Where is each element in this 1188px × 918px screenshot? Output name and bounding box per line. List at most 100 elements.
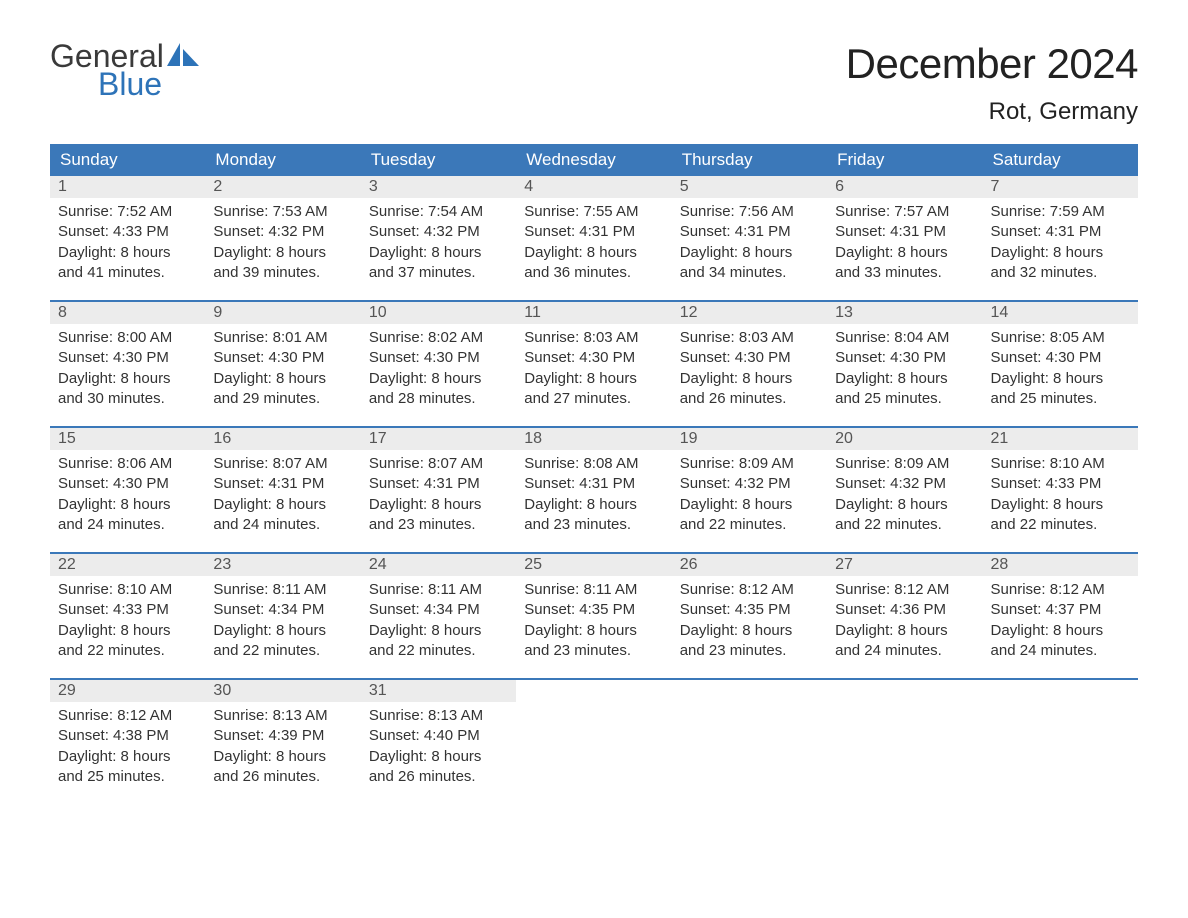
- day-detail-row: Sunrise: 8:00 AMSunset: 4:30 PMDaylight:…: [50, 324, 1138, 409]
- day-detail-cell: Sunrise: 8:11 AMSunset: 4:34 PMDaylight:…: [205, 576, 360, 661]
- day-number-cell: 9: [205, 301, 360, 324]
- weekday-header: Wednesday: [516, 144, 671, 176]
- weekday-header: Tuesday: [361, 144, 516, 176]
- day-number-cell: 11: [516, 301, 671, 324]
- day-detail-row: Sunrise: 7:52 AMSunset: 4:33 PMDaylight:…: [50, 198, 1138, 283]
- sunrise-text: Sunrise: 7:59 AM: [991, 202, 1130, 222]
- sunset-text: Sunset: 4:31 PM: [991, 222, 1130, 242]
- weekday-header: Sunday: [50, 144, 205, 176]
- day-number-cell: 10: [361, 301, 516, 324]
- location-label: Rot, Germany: [846, 98, 1138, 126]
- day-detail-cell: Sunrise: 8:04 AMSunset: 4:30 PMDaylight:…: [827, 324, 982, 409]
- daylight-text: and 22 minutes.: [213, 641, 352, 661]
- daylight-text: Daylight: 8 hours: [524, 369, 663, 389]
- sunrise-text: Sunrise: 8:06 AM: [58, 454, 197, 474]
- sunset-text: Sunset: 4:32 PM: [680, 474, 819, 494]
- daylight-text: and 25 minutes.: [58, 767, 197, 787]
- sunset-text: Sunset: 4:33 PM: [991, 474, 1130, 494]
- day-detail-cell: Sunrise: 8:08 AMSunset: 4:31 PMDaylight:…: [516, 450, 671, 535]
- month-title: December 2024: [846, 40, 1138, 88]
- day-number-cell: 1: [50, 176, 205, 198]
- daylight-text: Daylight: 8 hours: [213, 243, 352, 263]
- daylight-text: and 26 minutes.: [213, 767, 352, 787]
- daylight-text: and 36 minutes.: [524, 263, 663, 283]
- day-number-cell: 25: [516, 553, 671, 576]
- day-number-cell: 29: [50, 679, 205, 702]
- sunrise-text: Sunrise: 7:56 AM: [680, 202, 819, 222]
- day-number-cell: 22: [50, 553, 205, 576]
- day-detail-cell: Sunrise: 8:03 AMSunset: 4:30 PMDaylight:…: [516, 324, 671, 409]
- brand-logo: General Blue: [50, 40, 200, 100]
- sunset-text: Sunset: 4:34 PM: [213, 600, 352, 620]
- sunset-text: Sunset: 4:30 PM: [680, 348, 819, 368]
- daylight-text: Daylight: 8 hours: [680, 369, 819, 389]
- daylight-text: and 22 minutes.: [991, 515, 1130, 535]
- daylight-text: Daylight: 8 hours: [680, 495, 819, 515]
- sunset-text: Sunset: 4:30 PM: [835, 348, 974, 368]
- sunrise-text: Sunrise: 8:07 AM: [369, 454, 508, 474]
- day-number-cell: 8: [50, 301, 205, 324]
- sunset-text: Sunset: 4:31 PM: [213, 474, 352, 494]
- week-separator: [50, 409, 1138, 427]
- daylight-text: and 22 minutes.: [835, 515, 974, 535]
- sunrise-text: Sunrise: 8:04 AM: [835, 328, 974, 348]
- daylight-text: Daylight: 8 hours: [369, 621, 508, 641]
- sunrise-text: Sunrise: 8:09 AM: [835, 454, 974, 474]
- sunrise-text: Sunrise: 8:00 AM: [58, 328, 197, 348]
- sunset-text: Sunset: 4:33 PM: [58, 600, 197, 620]
- sunset-text: Sunset: 4:37 PM: [991, 600, 1130, 620]
- sunrise-text: Sunrise: 8:12 AM: [991, 580, 1130, 600]
- day-number-row: 1234567: [50, 176, 1138, 198]
- day-detail-cell: Sunrise: 7:55 AMSunset: 4:31 PMDaylight:…: [516, 198, 671, 283]
- daylight-text: Daylight: 8 hours: [213, 369, 352, 389]
- daylight-text: and 24 minutes.: [991, 641, 1130, 661]
- day-number-cell: 2: [205, 176, 360, 198]
- daylight-text: Daylight: 8 hours: [369, 369, 508, 389]
- sunrise-text: Sunrise: 8:08 AM: [524, 454, 663, 474]
- day-number-cell: [827, 679, 982, 702]
- day-number-cell: 7: [983, 176, 1138, 198]
- sunrise-text: Sunrise: 8:11 AM: [369, 580, 508, 600]
- day-detail-cell: [983, 702, 1138, 787]
- daylight-text: Daylight: 8 hours: [680, 243, 819, 263]
- daylight-text: and 24 minutes.: [58, 515, 197, 535]
- daylight-text: Daylight: 8 hours: [369, 243, 508, 263]
- daylight-text: and 24 minutes.: [213, 515, 352, 535]
- daylight-text: Daylight: 8 hours: [524, 621, 663, 641]
- day-detail-cell: Sunrise: 8:07 AMSunset: 4:31 PMDaylight:…: [205, 450, 360, 535]
- day-number-row: 891011121314: [50, 301, 1138, 324]
- sunset-text: Sunset: 4:40 PM: [369, 726, 508, 746]
- daylight-text: and 23 minutes.: [680, 641, 819, 661]
- sunrise-text: Sunrise: 8:13 AM: [369, 706, 508, 726]
- day-number-cell: [672, 679, 827, 702]
- sunrise-text: Sunrise: 8:12 AM: [835, 580, 974, 600]
- sunrise-text: Sunrise: 7:54 AM: [369, 202, 508, 222]
- day-number-cell: 6: [827, 176, 982, 198]
- daylight-text: and 37 minutes.: [369, 263, 508, 283]
- day-number-row: 15161718192021: [50, 427, 1138, 450]
- sunset-text: Sunset: 4:32 PM: [369, 222, 508, 242]
- day-detail-cell: Sunrise: 8:12 AMSunset: 4:37 PMDaylight:…: [983, 576, 1138, 661]
- daylight-text: Daylight: 8 hours: [369, 747, 508, 767]
- day-number-cell: 18: [516, 427, 671, 450]
- daylight-text: and 23 minutes.: [369, 515, 508, 535]
- day-detail-cell: Sunrise: 8:13 AMSunset: 4:40 PMDaylight:…: [361, 702, 516, 787]
- day-detail-cell: Sunrise: 8:00 AMSunset: 4:30 PMDaylight:…: [50, 324, 205, 409]
- daylight-text: Daylight: 8 hours: [835, 621, 974, 641]
- day-detail-cell: Sunrise: 8:05 AMSunset: 4:30 PMDaylight:…: [983, 324, 1138, 409]
- daylight-text: Daylight: 8 hours: [991, 621, 1130, 641]
- sunset-text: Sunset: 4:35 PM: [680, 600, 819, 620]
- sunset-text: Sunset: 4:39 PM: [213, 726, 352, 746]
- daylight-text: Daylight: 8 hours: [835, 495, 974, 515]
- weekday-header: Saturday: [983, 144, 1138, 176]
- sunrise-text: Sunrise: 8:13 AM: [213, 706, 352, 726]
- sunrise-text: Sunrise: 8:09 AM: [680, 454, 819, 474]
- week-separator: [50, 283, 1138, 301]
- sunset-text: Sunset: 4:31 PM: [524, 474, 663, 494]
- sail-icon: [166, 41, 200, 67]
- day-detail-cell: Sunrise: 8:09 AMSunset: 4:32 PMDaylight:…: [672, 450, 827, 535]
- daylight-text: and 22 minutes.: [369, 641, 508, 661]
- day-number-cell: 20: [827, 427, 982, 450]
- weekday-header: Friday: [827, 144, 982, 176]
- daylight-text: and 26 minutes.: [680, 389, 819, 409]
